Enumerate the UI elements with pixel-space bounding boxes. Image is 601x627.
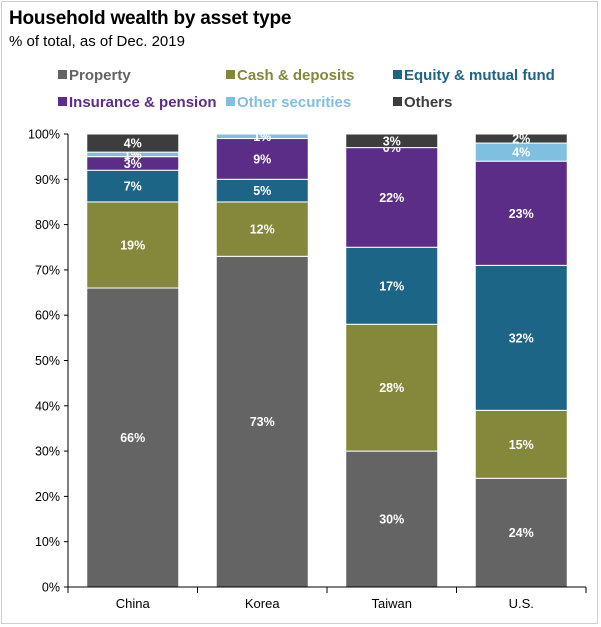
y-tick-label: 30% [35,445,60,459]
data-label-equity-and-mutual-fund: 5% [253,184,271,198]
legend-label-property: Property [69,67,131,84]
data-label-equity-and-mutual-fund: 7% [124,180,142,194]
y-tick-label: 50% [35,354,60,368]
legend-swatch-cash-and-deposits [226,70,235,79]
bar-segment-property [345,450,439,588]
data-label-cash-and-deposits: 12% [250,223,275,237]
data-label-property: 66% [120,431,145,445]
data-label-property: 73% [250,415,275,429]
data-label-other-securities: 4% [512,146,530,160]
data-label-others: 3% [383,134,401,148]
data-label-insurance-and-pension: 3% [124,157,142,171]
bar-segment-equity-and-mutual-fund [86,169,180,203]
x-category-label: U.S. [509,596,534,611]
x-category-label: China [116,596,151,611]
data-label-insurance-and-pension: 9% [253,152,271,166]
legend-label-insurance-and-pension: Insurance & pension [69,94,217,111]
data-label-cash-and-deposits: 28% [379,381,404,395]
data-label-cash-and-deposits: 19% [120,238,145,252]
legend-swatch-others [393,97,402,106]
legend-swatch-other-securities [226,97,235,106]
bar-segment-property [474,477,568,588]
y-tick-label: 60% [35,309,60,323]
x-category-label: Korea [245,596,280,611]
y-tick-label: 90% [35,173,60,187]
bar-stack-taiwan: 30%28%17%22%0%3% [345,133,439,588]
bar-segment-property [86,287,180,588]
data-label-cash-and-deposits: 15% [509,438,534,452]
bar-segment-cash-and-deposits [474,409,568,479]
legend: Property Cash & deposits Equity & mutual f… [58,67,555,111]
y-tick-label: 0% [42,581,60,595]
y-tick-label: 70% [35,263,60,277]
chart-title: Household wealth by asset type [9,8,292,29]
legend-swatch-equity-and-mutual-fund [393,70,402,79]
bar-segment-insurance-and-pension [474,160,568,266]
x-category-label: Taiwan [372,596,412,611]
legend-label-other-securities: Other securities [237,94,351,111]
bar-stack-u-s: 24% 15% 32% 23% 4%2% [474,132,568,588]
bar-segment-cash-and-deposits [215,201,309,257]
legend-swatch-property [58,70,67,79]
data-label-other-securities: 1% [253,130,271,144]
y-tick-label: 10% [35,535,60,549]
data-label-others: 2% [512,132,530,146]
bar-segment-insurance-and-pension [345,147,439,248]
bar-segment-cash-and-deposits [86,201,180,289]
data-label-property: 30% [379,513,404,527]
bar-segment-equity-and-mutual-fund [345,246,439,325]
legend-label-others: Others [404,94,452,111]
bar-segment-others [86,133,180,153]
legend-swatch-insurance-and-pension [58,97,67,106]
bar-segment-cash-and-deposits [345,323,439,452]
data-label-property: 24% [509,526,534,540]
data-label-equity-and-mutual-fund: 17% [379,279,404,293]
y-tick-label: 40% [35,399,60,413]
legend-label-cash-and-deposits: Cash & deposits [237,67,355,84]
bar-segment-equity-and-mutual-fund [474,264,568,411]
y-axis: 0% 10% 20% 30% 40% 50% 60% 70% 80% 90% 100% [28,128,69,595]
data-label-equity-and-mutual-fund: 32% [509,331,534,345]
bar-stack-china: 66%19%7%3%1%4% [86,133,180,588]
bar-stack-korea: 73% 12% 5% 9% 1% [215,130,309,588]
legend-label-equity-and-mutual-fund: Equity & mutual fund [404,67,555,84]
data-label-others: 4% [124,137,142,151]
bar-segment-others [474,133,568,144]
data-label-insurance-and-pension: 23% [509,207,534,221]
bars: 66%19%7%3%1%4%73%12%5%9%1%30%28%17%22%0%… [86,130,568,588]
bar-segment-other-securities [215,133,309,140]
y-tick-label: 100% [28,128,60,142]
bar-segment-others [345,133,439,149]
data-label-insurance-and-pension: 22% [379,191,404,205]
y-tick-label: 20% [35,490,60,504]
chart-subtitle: % of total, as of Dec. 2019 [9,33,185,50]
y-tick-label: 80% [35,218,60,232]
x-axis: China Korea Taiwan U.S. [67,586,587,611]
